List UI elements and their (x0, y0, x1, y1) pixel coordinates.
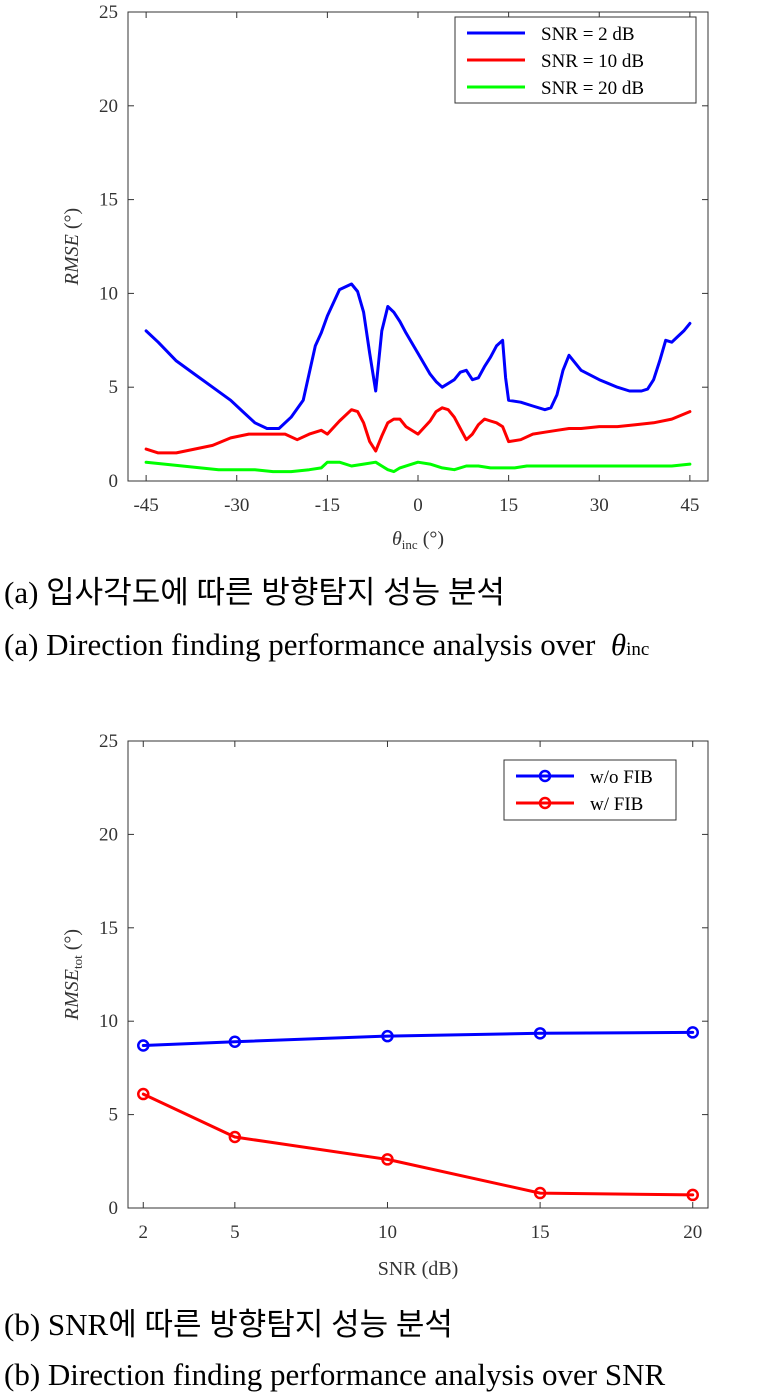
x-tick-label: -45 (133, 495, 158, 516)
legend-marker (538, 769, 552, 783)
legend: SNR = 2 dB SNR = 10 dB SNR = 20 dB (454, 16, 697, 104)
y-tick-label: 10 (99, 1011, 118, 1032)
legend-box (503, 759, 677, 821)
data-point (533, 1027, 547, 1040)
x-tick-label: 0 (413, 495, 423, 516)
y-axis-label: RMSEtot (°) (61, 929, 85, 1021)
legend-marker (538, 796, 552, 810)
legend-label: w/ FIB (590, 794, 643, 815)
legend-label: SNR = 20 dB (541, 78, 644, 99)
data-point (228, 1130, 242, 1144)
x-tick-label: -15 (315, 495, 340, 516)
caption-b-korean: (b) SNR에 따른 방향탐지 성능 분석 (4, 1307, 453, 1342)
y-tick-label: 5 (109, 377, 119, 398)
x-axis-label: SNR (dB) (378, 1258, 459, 1280)
caption-a-english: (a) Direction finding performance analys… (4, 627, 649, 668)
series-line-1 (144, 282, 692, 430)
caption-a-theta-sub: inc (626, 639, 650, 660)
x-tick-label: -30 (224, 495, 249, 516)
y-tick-label: 25 (99, 2, 118, 23)
y-tick-label: 0 (109, 1198, 119, 1219)
data-point (381, 1153, 394, 1166)
y-tick-label: 20 (99, 96, 118, 117)
x-tick-label: 2 (139, 1222, 149, 1243)
data-point (137, 1087, 150, 1101)
series-line-2 (144, 406, 692, 455)
y-tick-label: 15 (99, 190, 118, 211)
y-tick-label: 0 (109, 471, 119, 492)
y-tick-label: 15 (99, 918, 118, 939)
y-axis-label: RMSE (°) (61, 208, 83, 286)
x-tick-label: 5 (230, 1222, 240, 1243)
x-tick-label: 30 (590, 495, 609, 516)
data-point (686, 1026, 699, 1039)
series-line-1 (141, 1030, 695, 1047)
y-tick-label: 10 (99, 283, 118, 304)
x-tick-label: 15 (531, 1222, 550, 1243)
y-tick-label: 20 (99, 824, 118, 845)
y-tick-label: 5 (109, 1105, 119, 1126)
data-point (533, 1186, 547, 1200)
x-tick-label: 45 (680, 495, 699, 516)
x-axis-label: θinc (°) (392, 528, 444, 552)
caption-a-korean: (a) 입사각도에 따른 방향탐지 성능 분석 (4, 575, 505, 610)
x-tick-label: 20 (683, 1222, 702, 1243)
series-line-2 (141, 1092, 695, 1197)
x-tick-label: 10 (378, 1222, 397, 1243)
legend-label: SNR = 2 dB (541, 24, 635, 45)
x-tick-label: 15 (499, 495, 518, 516)
caption-a-english-text: (a) Direction finding performance analys… (4, 627, 596, 662)
legend-label: w/o FIB (590, 767, 653, 788)
data-point (137, 1039, 150, 1052)
caption-a-theta-symbol: θ (610, 627, 627, 662)
data-point (686, 1188, 699, 1202)
rmse-vs-angle-chart: -45 -30 -15 0 15 30 45 0 5 10 15 20 25 RMSE (°) θinc (… (61, 2, 709, 552)
legend-label: SNR = 10 dB (541, 51, 644, 72)
data-point (381, 1029, 394, 1043)
series-line-3 (144, 460, 692, 474)
legend: w/o FIB w/ FIB (503, 759, 677, 821)
caption-b-english: (b) Direction finding performance analys… (4, 1357, 666, 1392)
data-point (228, 1035, 242, 1048)
y-tick-label: 25 (99, 731, 118, 752)
